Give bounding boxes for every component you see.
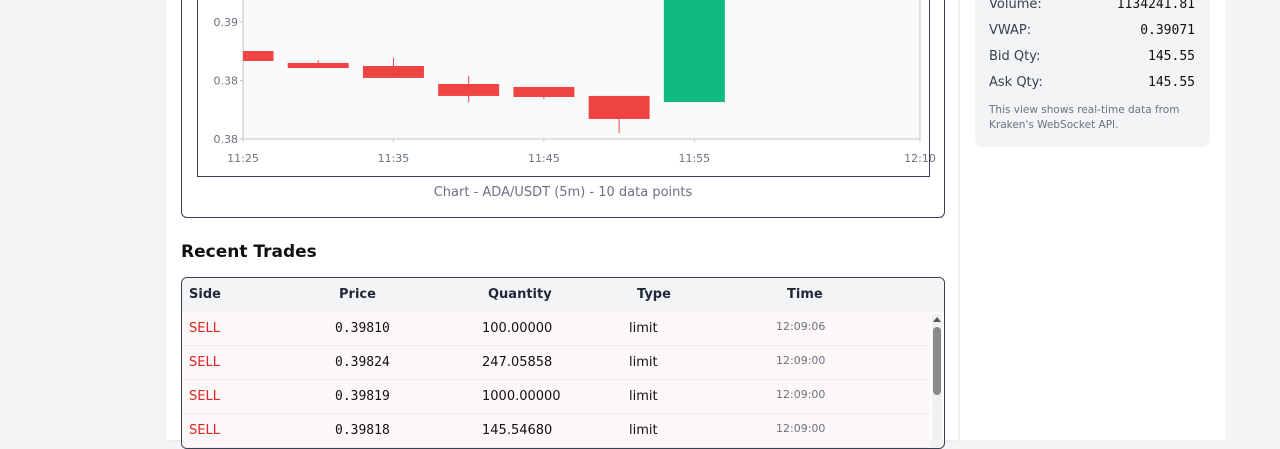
trade-cell: 12:09:00 <box>776 422 826 435</box>
trade-cell: SELL <box>189 355 220 370</box>
trade-row <box>182 312 930 346</box>
x-tick-label: 12:10 <box>904 152 936 165</box>
x-tick-label: 11:55 <box>678 152 710 165</box>
column-header: Type <box>637 287 671 302</box>
note: This view shows real-time data from Krak… <box>989 104 1180 131</box>
stat-value: 0.39071 <box>1140 23 1195 38</box>
stats-card <box>975 0 1210 147</box>
trade-cell: limit <box>629 355 658 370</box>
trade-cell: 0.39810 <box>335 321 390 336</box>
stat-value: 145.55 <box>1148 75 1195 90</box>
trade-cell: SELL <box>189 423 220 438</box>
table-header <box>182 278 944 312</box>
stat-value: 1134241.81 <box>1116 0 1195 12</box>
chart: 0.38 0.38 0.39 11:25 11:35 11:45 11:55 12:10 <box>214 0 936 165</box>
scroll-thumb[interactable] <box>933 327 941 395</box>
column-header: Price <box>339 287 376 302</box>
stat-label: Bid Qty: <box>989 49 1041 64</box>
trade-cell: 0.39824 <box>335 355 390 370</box>
trade-cell: 247.05858 <box>482 355 553 370</box>
page: Volume: 1134241.81 VWAP: 0.39071 Bid Qty: 145… <box>166 0 1225 449</box>
trade-cell: 1000.00000 <box>482 389 561 404</box>
stat-value: 145.55 <box>1148 49 1195 64</box>
candle-body <box>438 84 500 96</box>
trade-cell: 12:09:06 <box>776 320 826 333</box>
candle-body <box>243 51 274 61</box>
trade-cell: 145.54680 <box>482 423 553 438</box>
candle-body <box>663 0 725 103</box>
column-header: Time <box>787 287 823 302</box>
section-title: Recent Trades <box>181 242 317 262</box>
y-tick-label: 0.39 <box>214 16 239 29</box>
candle-body <box>513 86 575 97</box>
trade-cell: limit <box>629 321 658 336</box>
x-tick-label: 11:25 <box>227 152 259 165</box>
trade-cell: SELL <box>189 389 220 404</box>
trade-cell: 12:09:00 <box>776 354 826 367</box>
chart-caption: Chart - ADA/USDT (5m) - 10 data points <box>433 185 693 200</box>
chart-frame <box>197 0 930 177</box>
stat-label: VWAP: <box>989 23 1032 38</box>
trade-cell: 0.39819 <box>335 389 390 404</box>
trade-row <box>182 380 930 414</box>
column-header: Quantity <box>488 287 552 302</box>
candle-body <box>287 62 349 68</box>
y-tick-label: 0.38 <box>214 75 239 88</box>
trade-cell: SELL <box>189 321 220 336</box>
trade-cell: 0.39818 <box>335 423 390 438</box>
candle-body <box>588 95 650 119</box>
stat-label: Volume: <box>989 0 1042 12</box>
trade-cell: 12:09:00 <box>776 388 826 401</box>
trade-cell: limit <box>629 389 658 404</box>
plot-area <box>242 0 921 140</box>
y-tick-label: 0.38 <box>214 133 239 146</box>
trade-cell: 100.00000 <box>482 321 553 336</box>
trade-row <box>182 346 930 380</box>
x-tick-label: 11:45 <box>528 152 560 165</box>
x-tick-label: 11:35 <box>378 152 410 165</box>
candles <box>243 0 725 134</box>
candle-body <box>362 65 424 78</box>
scroll-up[interactable] <box>932 314 942 324</box>
column-header: Side <box>189 287 221 302</box>
trades-table: Side Price Quantity Type Time SELL 0.39810 100.… <box>181 277 945 449</box>
chart-box <box>181 0 945 218</box>
trade-cell: limit <box>629 423 658 438</box>
stat-label: Ask Qty: <box>989 75 1043 90</box>
